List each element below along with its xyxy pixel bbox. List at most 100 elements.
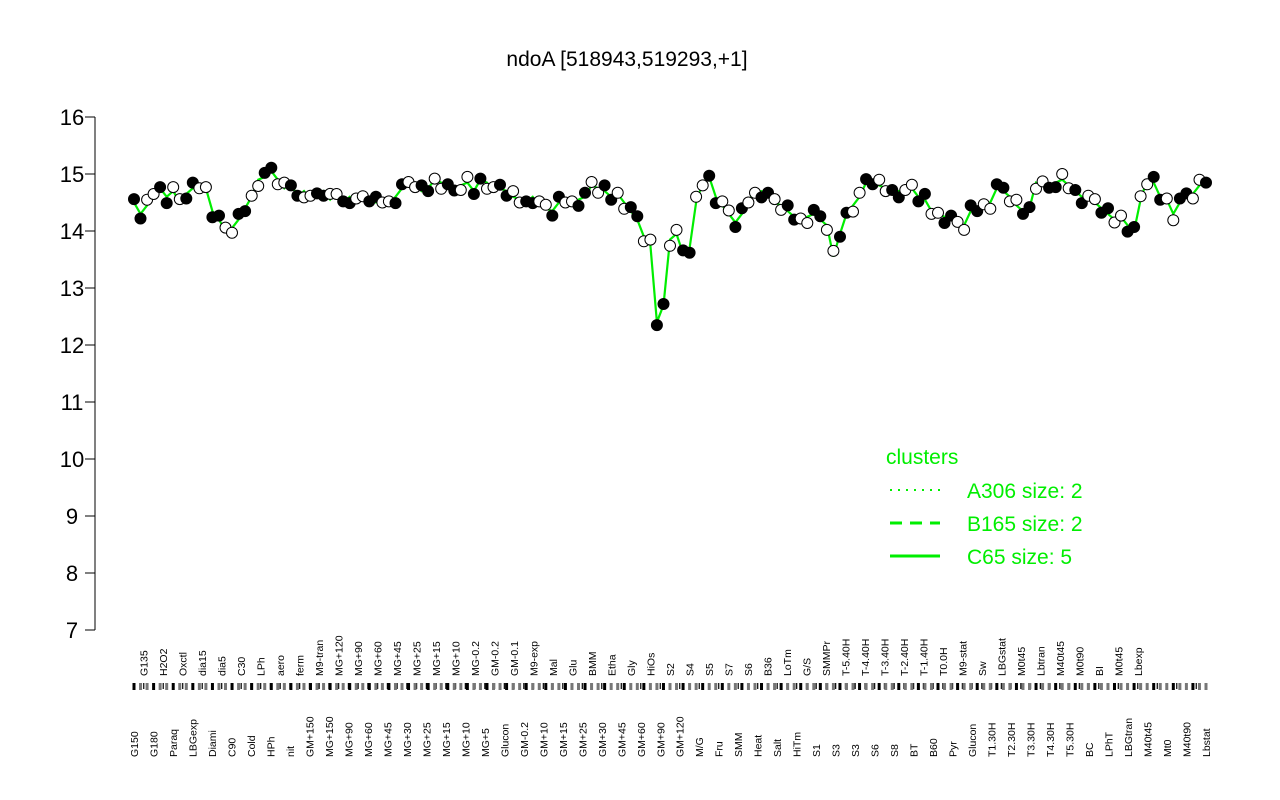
sample-tick — [302, 683, 306, 690]
sample-tick — [733, 683, 737, 690]
data-point — [330, 188, 343, 200]
x-tick-label: dia5 — [217, 656, 229, 676]
x-tick-label: Paraq — [168, 729, 180, 757]
x-tick-label: GM+30 — [597, 722, 609, 757]
data-point — [905, 178, 918, 191]
data-point — [180, 192, 193, 205]
sample-tick — [139, 683, 143, 690]
sample-tick — [518, 683, 522, 690]
data-point — [729, 221, 742, 233]
x-tick-label: Lbtran — [1035, 646, 1047, 676]
data-point — [683, 246, 696, 259]
sample-tick — [1028, 683, 1032, 690]
sample-tick — [844, 683, 848, 690]
data-point — [1200, 176, 1212, 189]
sample-tick — [171, 683, 175, 690]
x-tick-label: GM-0.1 — [509, 641, 521, 676]
x-tick-label: MG+30 — [402, 722, 414, 757]
data-point — [1186, 192, 1199, 205]
data-point — [827, 244, 840, 257]
sample-tick — [1145, 683, 1149, 690]
sample-tick — [668, 683, 672, 690]
x-tick-label: GM+120 — [675, 716, 687, 757]
sample-tick — [812, 683, 816, 690]
sample-tick — [361, 683, 365, 690]
sample-tick — [511, 683, 515, 690]
sample-tick — [472, 683, 476, 690]
x-tick-label: MG+15 — [441, 722, 453, 757]
x-tick-label: MG+15 — [431, 641, 443, 676]
x-tick-label: M40t90 — [1182, 722, 1194, 757]
sample-tick — [308, 683, 312, 690]
sample-tick — [714, 683, 718, 690]
x-tick-label: GM+45 — [616, 722, 628, 757]
x-tick-label: Etha — [607, 654, 619, 676]
data-point — [422, 185, 435, 198]
x-tick-label: HiOs — [646, 653, 658, 676]
x-tick-label: Fru — [714, 741, 726, 757]
sample-tick — [675, 683, 679, 690]
sample-tick — [661, 683, 665, 690]
sample-tick — [1099, 683, 1103, 690]
sample-tick — [995, 683, 999, 690]
x-tick-label: HiTm — [792, 732, 804, 757]
sample-tick — [197, 683, 201, 690]
x-tick-label: C30 — [236, 657, 248, 676]
sample-tick — [237, 683, 241, 690]
x-tick-label: S5 — [704, 663, 716, 676]
x-tick-label: M0t45 — [1113, 647, 1125, 676]
sample-tick — [276, 683, 280, 690]
y-tick-label: 15 — [60, 162, 84, 187]
data-point — [245, 189, 258, 202]
x-tick-label: M/G — [694, 737, 706, 757]
sample-tick — [210, 683, 214, 690]
x-tick-label: S6 — [743, 663, 755, 676]
x-tick-label: T5.30H — [1065, 723, 1077, 757]
x-tick-label: Salt — [772, 739, 784, 757]
sample-tick — [354, 683, 358, 690]
sample-tick — [263, 683, 267, 690]
sample-tick — [982, 683, 986, 690]
sample-tick — [792, 683, 796, 690]
data-point — [467, 188, 480, 200]
x-tick-label: T-1.40H — [918, 639, 930, 676]
data-point — [539, 198, 552, 211]
sample-tick — [1126, 683, 1130, 690]
data-point — [847, 205, 859, 218]
sample-tick — [936, 683, 940, 690]
data-point — [1049, 181, 1062, 194]
data-point — [494, 178, 506, 191]
data-point — [598, 179, 611, 192]
data-point — [958, 223, 971, 236]
sample-tick — [152, 683, 156, 690]
sample-tick — [956, 683, 960, 690]
sample-tick — [374, 683, 378, 690]
x-tick-label: LBGexp — [187, 719, 199, 757]
x-tick-label: T-2.40H — [899, 639, 911, 676]
x-tick-label: S6 — [870, 744, 882, 757]
x-tick-label: M9-exp — [529, 641, 541, 676]
sample-tick — [1204, 683, 1208, 690]
sample-tick — [910, 683, 914, 690]
sample-tick — [720, 683, 724, 690]
sample-tick — [786, 683, 790, 690]
data-point — [167, 181, 180, 194]
x-tick-label: MG+10 — [460, 722, 472, 757]
sample-tick — [243, 683, 247, 690]
data-point — [631, 210, 644, 223]
x-tick-label: MG+120 — [334, 635, 346, 676]
x-tick-label: GM+15 — [558, 722, 570, 757]
x-tick-label: G/S — [801, 658, 813, 676]
sample-tick — [1014, 683, 1018, 690]
x-tick-label: MG+45 — [392, 641, 404, 676]
y-tick-label: 11 — [61, 390, 84, 415]
data-point — [454, 184, 467, 196]
sample-tick — [459, 683, 463, 690]
x-tick-label: ferm — [295, 655, 307, 676]
sample-tick — [1060, 683, 1064, 690]
sample-tick — [655, 683, 659, 690]
sample-tick — [1021, 683, 1025, 690]
legend-entry-a306: A306 size: 2 — [967, 480, 1083, 503]
x-tick-label: LoTm — [782, 649, 794, 676]
sample-tick — [328, 683, 332, 690]
